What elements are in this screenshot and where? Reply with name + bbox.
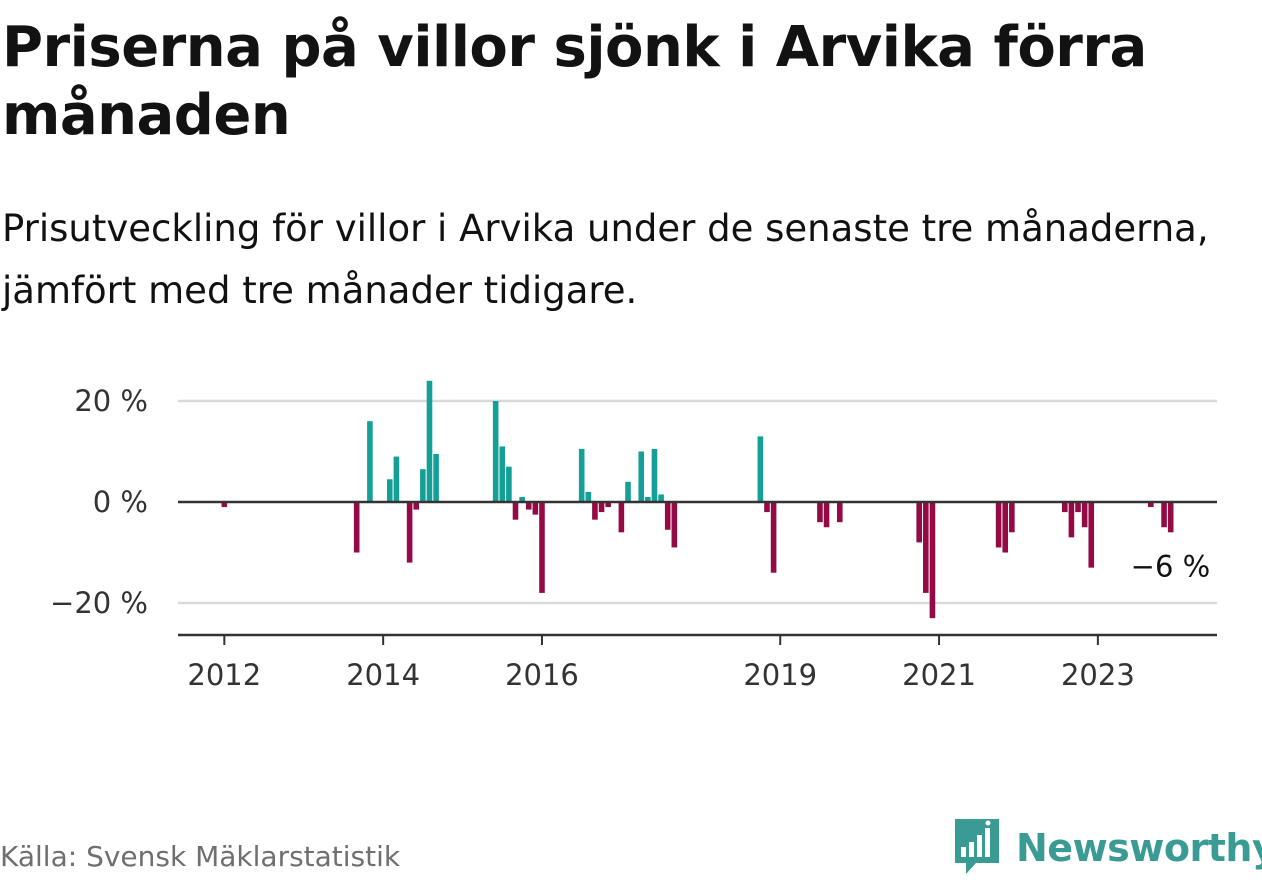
bar [506,466,512,502]
bar [525,502,532,510]
bar [367,421,373,502]
x-tick-label: 2019 [743,658,817,692]
bar [221,502,228,508]
x-tick-label: 2012 [187,658,261,692]
bar [764,502,770,513]
bar [532,502,539,515]
x-tick-label: 2021 [902,658,976,692]
brand-name: Newsworthy [1016,826,1262,870]
last-value-label: −6 % [1131,549,1211,583]
bar [664,502,671,530]
bar [598,502,605,513]
bar [386,479,393,502]
bar [1002,502,1009,553]
bar [406,502,413,563]
y-tick-label: 20 % [74,384,148,418]
bar [916,502,922,543]
bar [625,481,631,502]
bar [592,502,598,520]
bar [1009,502,1015,533]
bar [499,446,506,502]
x-tick-label: 2014 [346,658,420,692]
newsworthy-logo-icon [952,816,1002,880]
bar [638,451,645,502]
bar [658,494,664,502]
bar [645,496,651,502]
bar [512,502,519,520]
chart-subtitle: Prisutveckling för villor i Arvika under… [2,207,1209,312]
bar [1148,502,1154,508]
bar [1088,502,1095,568]
bar [995,502,1002,548]
bar [757,436,764,502]
y-tick-label: 0 % [93,485,148,519]
bar [413,502,420,510]
bar [929,502,936,619]
bar [671,502,678,548]
y-tick-label: −20 % [50,586,148,620]
grid-layer: 20 % 0 % −20 % [50,384,1217,620]
bar [426,380,433,502]
bar [1061,502,1068,513]
bar [618,502,625,533]
bar [492,401,499,502]
axis-layer: 2012 2014 2016 2019 2021 2023 [178,500,1217,692]
bar [823,502,830,528]
bar [578,448,585,502]
bar [1161,502,1167,528]
bar [433,454,439,502]
bar [1167,502,1174,533]
bar [1068,502,1075,538]
bar [393,456,400,502]
bar [353,502,360,553]
bar [770,502,777,573]
bar [651,448,658,502]
bar [605,502,611,508]
bar [519,496,525,502]
bar [923,502,929,593]
chart-title: Priserna på villor sjönk i Arvika förra … [2,15,1147,148]
bar [539,502,545,593]
bar [585,491,592,502]
bar [420,469,426,502]
brand-logo[interactable]: Newsworthy [952,818,1262,878]
bar [817,502,823,523]
bar [1075,502,1081,513]
bars-layer [221,380,1174,619]
source-note: Källa: Svensk Mäklarstatistik [0,840,401,873]
bar [1081,502,1088,528]
x-tick-label: 2016 [505,658,579,692]
bar-chart: 20 % 0 % −20 % 2012 2014 2016 2019 2021 2023 −6… [50,380,1217,692]
x-tick-label: 2023 [1061,658,1135,692]
bar [836,502,843,523]
